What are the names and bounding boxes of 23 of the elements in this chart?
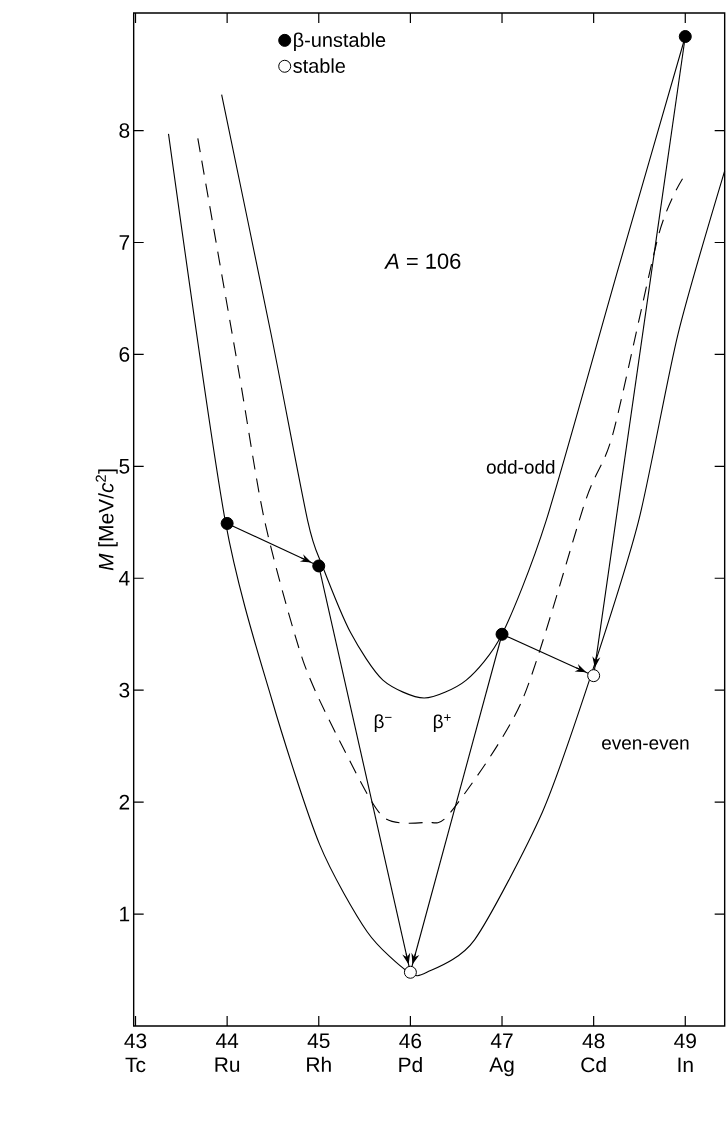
annotation: β$^{−}$ xyxy=(374,714,392,732)
y-tick-label: 3 xyxy=(119,682,130,698)
legend-label: β-unstable xyxy=(294,32,386,51)
x-tick-label: 45 Rh xyxy=(307,1033,331,1072)
y-tick-label: 8 xyxy=(119,123,130,138)
y-tick-label: 6 xyxy=(119,347,130,362)
x-tick-label: 44 Ru xyxy=(215,1033,240,1073)
annotation: even-even xyxy=(602,739,689,750)
y-tick-label: 2 xyxy=(119,794,130,810)
y-tick-label: 7 xyxy=(119,235,130,250)
x-tick-label: 47 Ag xyxy=(489,1033,514,1077)
annotation: odd-odd xyxy=(487,459,555,474)
x-tick-label: 48 Cd xyxy=(581,1033,606,1073)
y-axis-title: M [MeV/c$^{2}$] xyxy=(95,469,118,571)
y-tick-label: 4 xyxy=(119,571,130,586)
x-tick-label: 43 Tc xyxy=(124,1033,147,1073)
annotation: A = 106 xyxy=(384,253,461,269)
annotation: β$^{+}$ xyxy=(434,714,451,733)
x-tick-label: 49 In xyxy=(674,1033,697,1073)
y-tick-label: 1 xyxy=(120,906,130,922)
x-tick-label: 46 Pd xyxy=(399,1033,422,1073)
y-tick-label: 5 xyxy=(119,459,130,474)
legend-label: stable xyxy=(293,58,346,73)
